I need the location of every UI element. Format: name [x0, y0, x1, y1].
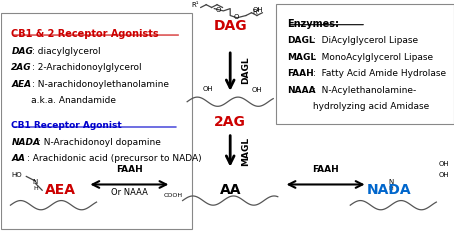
Text: N: N — [33, 179, 38, 185]
Text: N: N — [388, 179, 394, 185]
Text: H: H — [389, 186, 393, 191]
Text: R¹: R¹ — [191, 2, 199, 8]
Text: 2AG: 2AG — [214, 115, 246, 129]
Text: R²: R² — [253, 9, 261, 15]
Text: : Arachidonic acid (precursor to NADA): : Arachidonic acid (precursor to NADA) — [27, 154, 201, 163]
Text: OH: OH — [202, 86, 213, 92]
Text: COOH: COOH — [164, 193, 182, 199]
Text: O: O — [233, 14, 239, 20]
FancyBboxPatch shape — [1, 13, 191, 229]
Text: : N-arachidonoylethanolamine: : N-arachidonoylethanolamine — [32, 80, 169, 89]
Text: OH: OH — [438, 172, 449, 178]
Text: DAGL: DAGL — [242, 57, 251, 85]
Text: HO: HO — [11, 172, 22, 178]
Text: FAAH: FAAH — [116, 165, 143, 175]
Text: AA: AA — [219, 183, 241, 197]
Text: :  MonoAcylglycerol Lipase: : MonoAcylglycerol Lipase — [313, 53, 433, 62]
Text: Or NAAA: Or NAAA — [111, 188, 147, 198]
Text: DAG: DAG — [213, 19, 247, 33]
Text: :  Fatty Acid Amide Hydrolase: : Fatty Acid Amide Hydrolase — [313, 69, 446, 78]
Text: O: O — [215, 7, 221, 13]
Text: :  N-Acylethanolamine-: : N-Acylethanolamine- — [313, 86, 416, 95]
Text: H: H — [33, 186, 38, 191]
FancyBboxPatch shape — [275, 4, 455, 123]
Text: CB1 & 2 Receptor Agonists: CB1 & 2 Receptor Agonists — [11, 29, 159, 39]
Text: 2AG: 2AG — [11, 63, 32, 72]
Text: NADA: NADA — [11, 137, 40, 147]
Text: :  DiAcylglycerol Lipase: : DiAcylglycerol Lipase — [313, 36, 418, 45]
Text: AA: AA — [11, 154, 25, 163]
Text: FAAH: FAAH — [287, 69, 314, 78]
Text: OH: OH — [438, 161, 449, 167]
Text: : diacylglycerol: : diacylglycerol — [32, 47, 101, 55]
Text: OH: OH — [253, 7, 264, 13]
Text: MAGL: MAGL — [287, 53, 316, 62]
Text: NAAA: NAAA — [287, 86, 316, 95]
Text: OH: OH — [252, 87, 263, 93]
Text: : N-Arachidonoyl dopamine: : N-Arachidonoyl dopamine — [37, 137, 161, 147]
Text: MAGL: MAGL — [242, 137, 251, 166]
Text: : 2-Arachidonoylglycerol: : 2-Arachidonoylglycerol — [32, 63, 142, 72]
Text: DAGL: DAGL — [287, 36, 314, 45]
Text: AEA: AEA — [45, 183, 76, 197]
Text: AEA: AEA — [11, 80, 31, 89]
Text: CB1 Receptor Agonist: CB1 Receptor Agonist — [11, 121, 122, 130]
Text: hydrolyzing acid Amidase: hydrolyzing acid Amidase — [287, 102, 429, 111]
Text: DAG: DAG — [11, 47, 33, 55]
Text: Enzymes:: Enzymes: — [287, 19, 339, 29]
Text: FAAH: FAAH — [312, 165, 339, 175]
Text: NADA: NADA — [366, 183, 411, 197]
Text: a.k.a. Anandamide: a.k.a. Anandamide — [11, 96, 116, 105]
